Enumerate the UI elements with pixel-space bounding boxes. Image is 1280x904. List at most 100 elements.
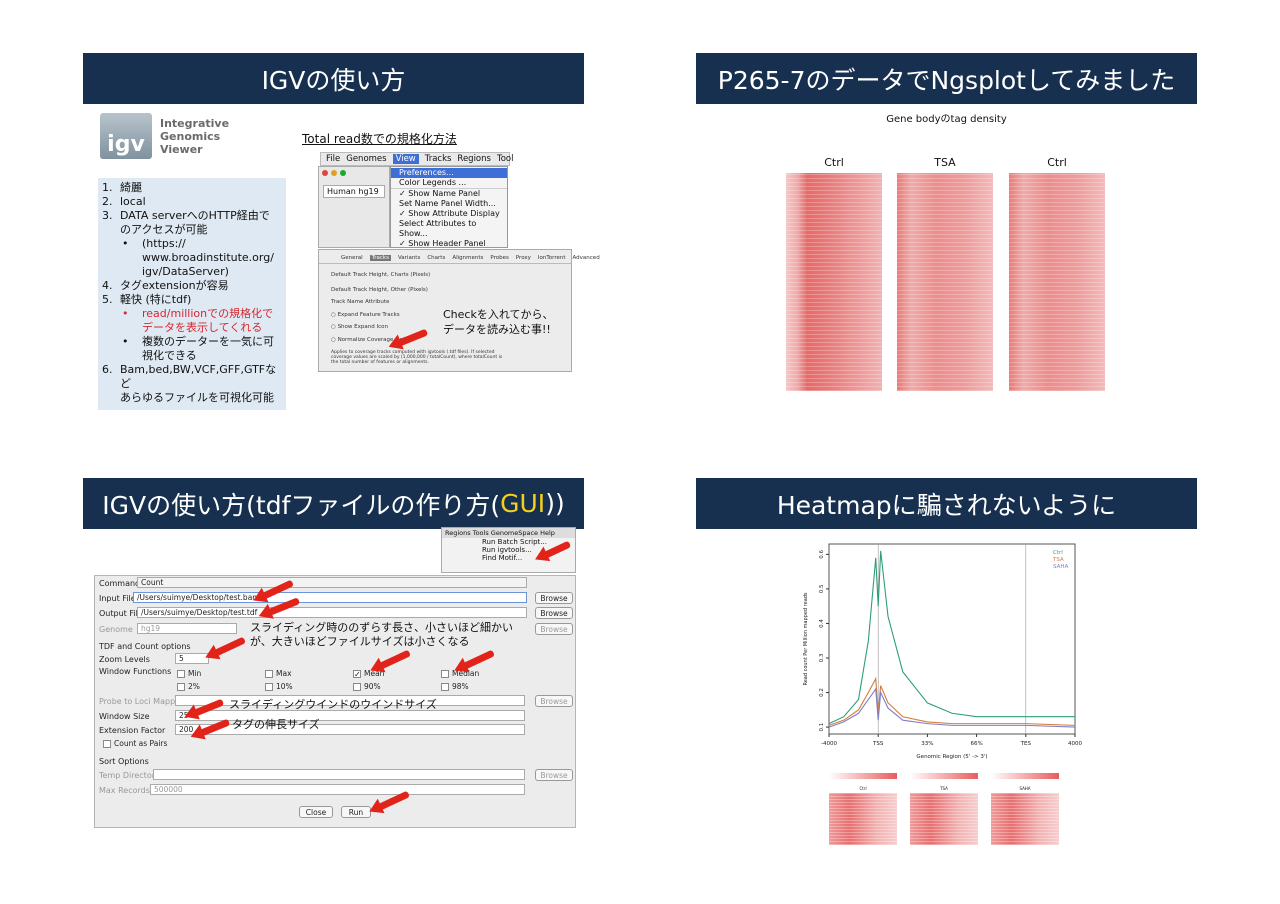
list-item: igv/DataServer) (102, 265, 282, 279)
close-dot-icon[interactable] (322, 170, 328, 176)
menu-tracks[interactable]: Tracks (424, 154, 452, 164)
heat-label-ctrl: Ctrl (859, 786, 867, 791)
menu-view[interactable]: View (392, 154, 419, 164)
list-number (122, 349, 142, 363)
chk-98pct[interactable]: 98% (441, 682, 469, 691)
normalize-heading: Total read数での規格化方法 (302, 132, 457, 146)
view-menu-item[interactable]: ✓ Show Name Panel (391, 188, 507, 199)
list-number: • (122, 335, 129, 348)
input-file-field[interactable]: /Users/suimye/Desktop/test.bam (133, 592, 527, 603)
callout-black: データを読み込む事!! (443, 323, 551, 336)
list-text: 軽快 (特にtdf) (120, 293, 192, 306)
temp-dir-field[interactable] (153, 769, 525, 780)
prefs-tab-alignments[interactable]: Alignments (452, 255, 484, 261)
probe-field[interactable] (175, 695, 525, 706)
list-item: 6. Bam,bed,BW,VCF,GFF,GTFなど (102, 363, 282, 391)
output-file-field[interactable]: /Users/suimye/Desktop/test.tdf (137, 607, 527, 618)
command-select[interactable]: Count (137, 577, 527, 588)
extension-label: Extension Factor (99, 726, 166, 735)
menu-genomes[interactable]: Genomes (346, 154, 387, 164)
checkmark-icon: ✓ (353, 669, 361, 679)
list-text: Bam,bed,BW,VCF,GFF,GTFなど (120, 363, 277, 390)
prefs-tab-iontorrent[interactable]: IonTorrent (537, 255, 566, 261)
list-item: • 複数のデーターを一気に可 (102, 335, 282, 349)
prefs-tab-tracks[interactable]: Tracks (369, 255, 391, 261)
pref-row-expand-icon[interactable]: ○ Show Expand Icon (331, 324, 388, 330)
prefs-tab-general[interactable]: General (341, 255, 363, 261)
list-text: igv/DataServer) (142, 265, 229, 278)
pref-row-normalize[interactable]: ○ Normalize Coverage Data (331, 337, 409, 343)
list-number (102, 223, 120, 237)
tdf-section-label: TDF and Count options (99, 642, 191, 651)
list-number: • (122, 307, 129, 320)
genome-select[interactable]: Human hg19 (323, 185, 385, 198)
y-tick-label: 0.5 (819, 584, 825, 593)
pref-row-expand[interactable]: ○ Expand Feature Tracks (331, 312, 400, 318)
y-tick-label: 0.4 (819, 619, 825, 628)
chk-10pct[interactable]: 10% (265, 682, 293, 691)
pref-label: Track Name Attribute (331, 299, 390, 305)
heat-label-tsa: TSA (934, 156, 956, 169)
chk-min[interactable]: Min (177, 669, 201, 678)
chk-label: 10% (276, 682, 293, 691)
view-menu-item[interactable]: ✓ Show Attribute Display (399, 209, 500, 218)
list-item: のアクセスが可能 (102, 223, 282, 237)
list-item: www.broadinstitute.org/ (102, 251, 282, 265)
chk-max[interactable]: Max (265, 669, 292, 678)
browse-temp-button[interactable]: Browse (535, 769, 573, 781)
run-button[interactable]: Run (341, 806, 371, 818)
x-tick-label: TSS (872, 741, 884, 747)
chk-count-pairs[interactable]: Count as Pairs (103, 739, 167, 748)
genome-field[interactable]: hg19 (137, 623, 237, 634)
list-item: あらゆるファイルを可視化可能 (102, 391, 282, 405)
igvtools-dialog: Command Count Input File /Users/suimye/D… (94, 575, 576, 828)
pref-row-track-name: Track Name Attribute (331, 299, 389, 305)
browse-genome-button[interactable]: Browse (535, 623, 573, 635)
max-records-field[interactable]: 500000 (150, 784, 525, 795)
checkbox-icon (103, 739, 111, 748)
close-button[interactable]: Close (299, 806, 333, 818)
prefs-tab-proxy[interactable]: Proxy (515, 255, 531, 261)
y-tick-label: 0.6 (819, 549, 825, 558)
view-menu-item[interactable]: Preferences... (391, 168, 507, 178)
title-gui: GUI (500, 489, 546, 518)
menu-tool[interactable]: Tool (496, 154, 514, 164)
browse-output-button[interactable]: Browse (535, 607, 573, 619)
list-text: 複数のデーターを一気に可 (142, 335, 274, 348)
series-line-tsa (828, 676, 1076, 726)
list-number: 1. (102, 181, 113, 194)
view-menu-item[interactable]: ✓ Show Header Panel (399, 239, 486, 248)
view-menu-item[interactable]: Color Legends ... (399, 178, 467, 187)
x-tick-label: -4000 (821, 741, 837, 747)
view-menu-item[interactable]: Select Attributes to Show... (399, 219, 477, 238)
menu-find-motif[interactable]: Find Motif... (482, 554, 523, 562)
extension-field[interactable]: 200 (175, 724, 525, 735)
prefs-tab-probes[interactable]: Probes (490, 255, 509, 261)
view-menu-item[interactable]: Set Name Panel Width... (399, 199, 496, 208)
browse-probe-button[interactable]: Browse (535, 695, 573, 707)
chk-label: 90% (364, 682, 381, 691)
prefs-tab-charts[interactable]: Charts (427, 255, 446, 261)
heatmap-ctrl-2 (1009, 173, 1105, 391)
prefs-tab-variants[interactable]: Variants (397, 255, 421, 261)
menu-run-igvtools[interactable]: Run igvtools... (482, 546, 532, 554)
list-item: • read/millionでの規格化で (102, 307, 282, 321)
zoom-dot-icon[interactable] (340, 170, 346, 176)
x-tick-label: TES (1020, 741, 1032, 747)
heatmap-small-ctrl (829, 793, 897, 845)
browse-input-button[interactable]: Browse (535, 592, 573, 604)
pref-label: Expand Feature Tracks (337, 312, 400, 318)
menu-run-batch[interactable]: Run Batch Script... (482, 538, 547, 546)
heatmap-small-saha (991, 793, 1059, 845)
menu-file[interactable]: File (326, 154, 341, 164)
chk-2pct[interactable]: 2% (177, 682, 200, 691)
max-records-label: Max Records (99, 786, 150, 795)
minimize-dot-icon[interactable] (331, 170, 337, 176)
list-item: 3. DATA serverへのHTTP経由で (102, 209, 282, 223)
heat-label-ctrl-1: Ctrl (824, 156, 844, 169)
chk-90pct[interactable]: 90% (353, 682, 381, 691)
list-item: データを表示してくれる (102, 321, 282, 335)
prefs-tab-advanced[interactable]: Advanced (572, 255, 600, 261)
menu-regions[interactable]: Regions (457, 154, 491, 164)
heatmap-ctrl-1 (786, 173, 882, 391)
